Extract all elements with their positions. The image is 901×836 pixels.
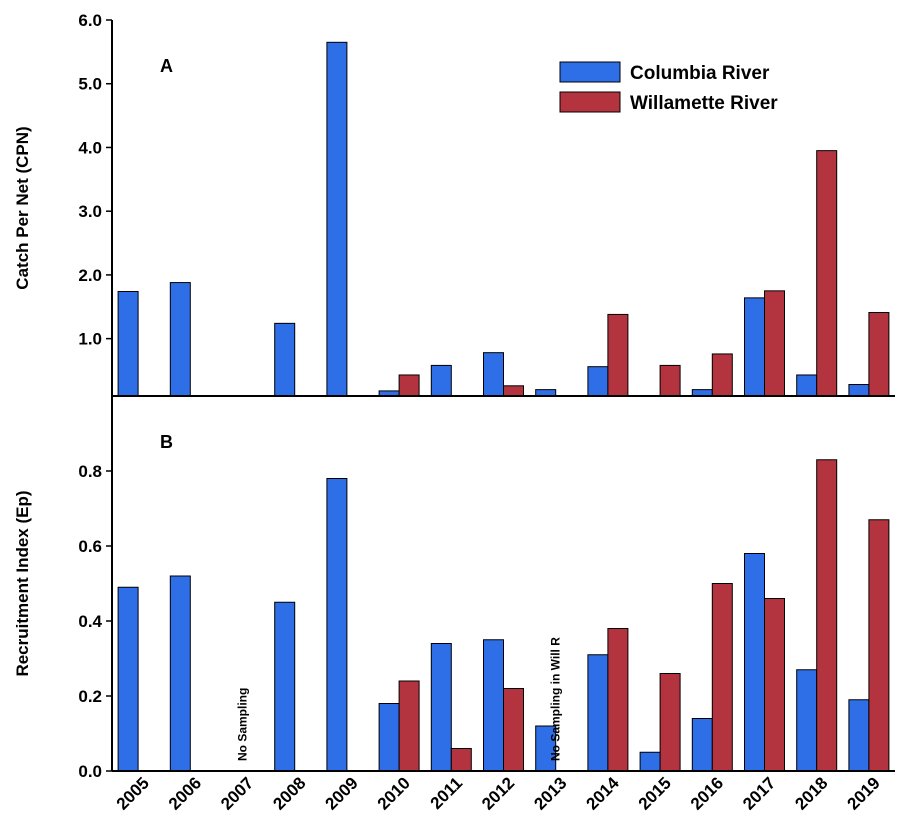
y-tick-label: 0.4 — [78, 612, 102, 631]
x-tick-label: 2011 — [427, 773, 467, 813]
x-tick-label: 2016 — [687, 773, 727, 813]
bar — [868, 312, 890, 397]
bar — [764, 598, 785, 772]
y-axis-label: Recruitment Index (Ep) — [13, 490, 32, 676]
x-tick-label: 2007 — [217, 773, 257, 813]
bar — [868, 519, 890, 772]
bar — [607, 313, 629, 397]
bar — [169, 575, 191, 772]
bar — [796, 374, 818, 397]
x-tick-label: 2005 — [113, 773, 153, 813]
x-tick-label: 2006 — [165, 773, 205, 813]
bar — [326, 41, 348, 397]
bar — [398, 680, 420, 772]
y-tick-label: 5.0 — [78, 75, 102, 94]
bar — [430, 643, 452, 772]
bar — [483, 639, 504, 772]
bar — [450, 748, 472, 772]
y-tick-label: 0.0 — [78, 762, 102, 781]
bar — [587, 654, 609, 772]
y-tick-label: 3.0 — [78, 202, 102, 221]
bar — [117, 290, 139, 397]
bar — [744, 297, 765, 397]
y-tick-label: 1.0 — [78, 330, 102, 349]
bar — [659, 364, 681, 397]
x-tick-label: 2018 — [791, 773, 831, 813]
bar — [398, 374, 420, 397]
y-tick-label: 6.0 — [78, 11, 102, 30]
x-tick-label: 2012 — [478, 773, 518, 813]
x-tick-label: 2013 — [530, 773, 570, 813]
y-tick-label: 0.6 — [78, 537, 102, 556]
bar — [744, 553, 765, 772]
legend-swatch — [559, 61, 621, 83]
bar — [816, 150, 838, 397]
x-tick-label: 2015 — [635, 773, 675, 813]
bar — [430, 364, 452, 397]
bar — [169, 282, 191, 397]
bar — [326, 478, 348, 772]
bar — [503, 385, 524, 397]
x-tick-label: 2010 — [374, 773, 414, 813]
bar — [117, 586, 139, 772]
bar — [711, 583, 733, 772]
x-tick-label: 2019 — [844, 773, 884, 813]
bar — [816, 459, 838, 772]
bar — [503, 688, 524, 772]
bar — [659, 673, 681, 772]
x-tick-label: 2017 — [739, 773, 779, 813]
bar — [848, 384, 870, 397]
bar — [274, 601, 296, 772]
panel-label: B — [160, 432, 173, 452]
bar — [711, 353, 733, 397]
bar — [587, 366, 609, 397]
legend-swatch — [559, 91, 621, 113]
annotation: No Sampling in Will R — [549, 637, 563, 761]
bar — [639, 751, 661, 772]
y-tick-label: 0.8 — [78, 462, 102, 481]
panel-label: A — [160, 56, 173, 76]
x-tick-label: 2014 — [583, 773, 624, 814]
x-tick-label: 2009 — [322, 773, 362, 813]
bar — [378, 703, 400, 772]
bar — [607, 628, 629, 772]
x-tick-label: 2008 — [269, 773, 309, 813]
y-tick-label: 0.2 — [78, 687, 102, 706]
y-axis-label: Catch Per Net (CPN) — [13, 126, 32, 289]
y-tick-label: 2.0 — [78, 266, 102, 285]
bar — [274, 322, 296, 397]
bar — [691, 718, 713, 772]
y-tick-label: 4.0 — [78, 138, 102, 157]
bar — [764, 290, 785, 397]
legend-label: Columbia River — [630, 63, 770, 84]
bar — [848, 699, 870, 772]
bar — [796, 669, 818, 772]
legend-label: Willamette River — [630, 93, 778, 114]
bar — [483, 352, 504, 397]
annotation: No Sampling — [236, 688, 250, 761]
